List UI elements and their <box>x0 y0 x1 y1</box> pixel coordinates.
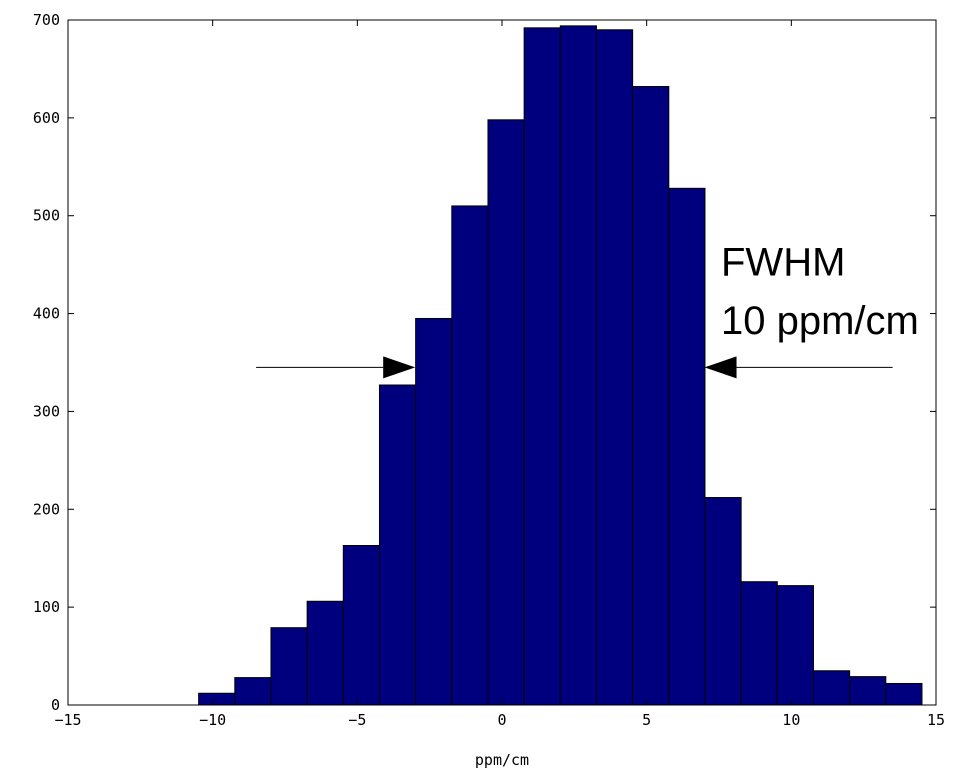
x-tick-label: 15 <box>927 711 945 729</box>
histogram-bar <box>812 670 851 706</box>
histogram-bar <box>776 585 814 706</box>
ticks-group: −15 −10 −5 0 5 10 15 0 100 200 300 400 500 600 700 <box>33 11 945 729</box>
histogram-bar <box>342 544 380 706</box>
histogram-bar <box>523 27 561 706</box>
histogram-bar <box>487 119 525 706</box>
histogram-bar <box>198 692 236 706</box>
histogram-bar <box>270 627 308 706</box>
histogram-bar <box>306 600 344 706</box>
histogram-bar <box>559 25 597 706</box>
y-tick-label: 200 <box>33 500 60 518</box>
x-tick-label: 0 <box>497 711 506 729</box>
y-tick-label: 600 <box>33 109 60 127</box>
y-tick-label: 0 <box>51 696 60 714</box>
arrows-group <box>256 356 893 379</box>
histogram-bar <box>415 317 453 706</box>
histogram-bar <box>234 677 272 706</box>
histogram-bar <box>704 497 742 706</box>
bars-group <box>198 25 923 706</box>
y-tick-label: 100 <box>33 598 60 616</box>
histogram-bar <box>849 676 887 706</box>
histogram-bar <box>595 29 634 706</box>
x-tick-label: −5 <box>348 711 366 729</box>
histogram-bar <box>885 682 923 706</box>
x-tick-label: −10 <box>199 711 226 729</box>
y-tick-label: 700 <box>33 11 60 29</box>
y-tick-label: 500 <box>33 207 60 225</box>
histogram-bar <box>378 384 417 706</box>
histogram-bar <box>632 86 670 706</box>
x-tick-label: 5 <box>642 711 651 729</box>
histogram-bar <box>668 187 706 706</box>
y-tick-label: 400 <box>33 305 60 323</box>
annotation-text: FWHM <box>721 240 845 284</box>
x-axis-label: ppm/cm <box>475 751 529 769</box>
arrow-head <box>383 356 416 379</box>
y-tick-label: 300 <box>33 402 60 420</box>
x-tick-label: −15 <box>54 711 81 729</box>
x-tick-label: 10 <box>782 711 800 729</box>
histogram-bar <box>740 581 778 706</box>
annotations-group: FWHM 10 ppm/cm <box>721 240 919 343</box>
annotation-text: 10 ppm/cm <box>721 299 919 343</box>
histogram-bar <box>451 205 489 706</box>
arrow-head <box>704 356 737 379</box>
